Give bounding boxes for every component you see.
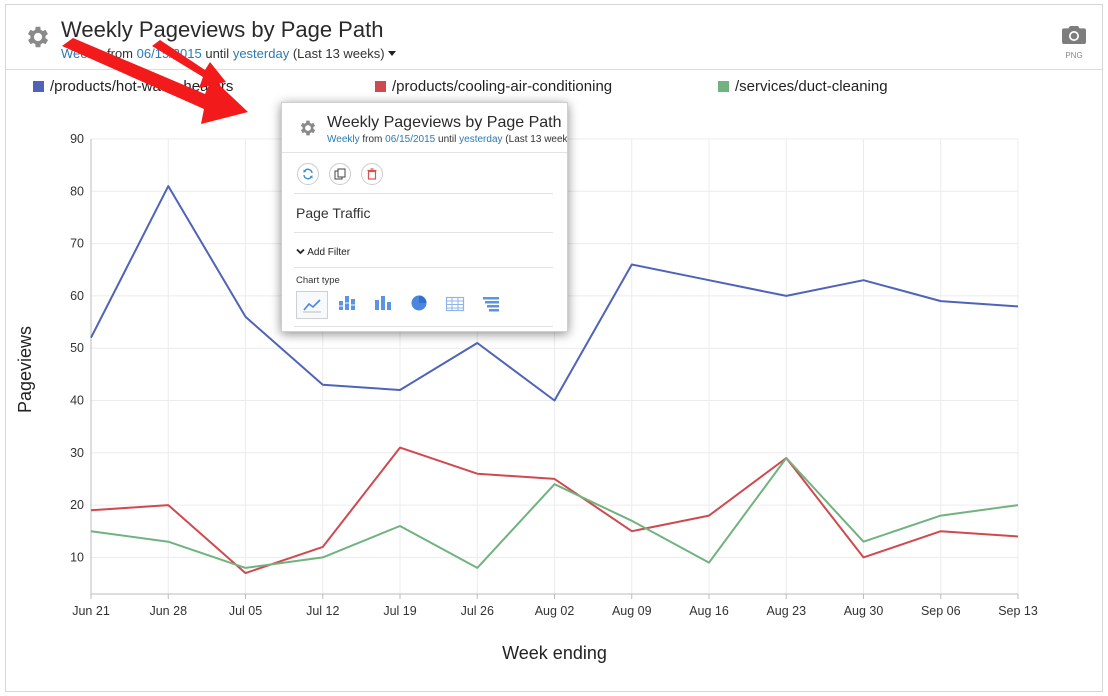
range-note: (Last 13 weeks) — [292, 46, 385, 61]
popover-period-link[interactable]: Weekly — [327, 134, 360, 145]
y-tick-label: 50 — [70, 341, 84, 355]
horizontal-bar-icon — [483, 297, 499, 312]
trash-icon — [367, 168, 377, 180]
add-filter-label: Add Filter — [307, 247, 351, 258]
series-line-1 — [90, 185, 1019, 402]
popover-from-date-link[interactable]: 06/15/2015 — [385, 134, 436, 145]
popover-title: Weekly Pageviews by Page Path — [327, 114, 562, 131]
x-tick-label: Jul 26 — [461, 604, 494, 618]
widget-settings-popover: Weekly Pageviews by Page Path Weekly fro… — [281, 102, 568, 332]
section-label: Page Traffic — [296, 205, 371, 221]
y-tick-label: 20 — [70, 498, 84, 512]
y-tick-label: 10 — [70, 550, 84, 564]
x-tick-label: Sep 13 — [998, 604, 1038, 618]
x-tick-label: Aug 23 — [766, 604, 806, 618]
x-tick-label: Sep 06 — [921, 604, 961, 618]
divider — [294, 326, 553, 327]
x-tick-label: Aug 16 — [689, 604, 729, 618]
legend-swatch-3 — [718, 81, 729, 92]
refresh-icon — [303, 168, 313, 180]
divider — [282, 152, 567, 153]
popover-from-word: from — [362, 134, 383, 145]
chart-type-line[interactable] — [296, 291, 328, 319]
x-tick-label: Aug 30 — [844, 604, 884, 618]
export-label: PNG — [1065, 51, 1083, 60]
y-tick-label: 60 — [70, 289, 84, 303]
line-chart-icon — [303, 299, 321, 313]
popover-until-link[interactable]: yesterday — [459, 134, 503, 145]
x-tick-label: Jun 28 — [149, 604, 187, 618]
pie-chart-icon — [411, 295, 427, 311]
x-tick-label: Jul 19 — [383, 604, 416, 618]
x-tick-label: Jul 05 — [229, 604, 262, 618]
y-tick-label: 90 — [70, 132, 84, 146]
x-axis-title: Week ending — [502, 643, 607, 663]
legend-label-3: /services/duct-cleaning — [735, 78, 888, 95]
camera-icon — [1062, 26, 1086, 44]
chart-type-stacked-bar[interactable] — [332, 291, 362, 317]
divider — [294, 267, 553, 268]
legend-swatch-1 — [33, 81, 44, 92]
series-line-2 — [90, 446, 1019, 575]
chevron-down-icon[interactable] — [387, 51, 396, 56]
chart-type-label: Chart type — [296, 275, 340, 286]
gear-icon[interactable] — [298, 118, 318, 138]
delete-button[interactable] — [361, 163, 383, 185]
x-tick-label: Aug 09 — [612, 604, 652, 618]
y-tick-label: 70 — [70, 237, 84, 251]
gear-icon[interactable] — [24, 23, 52, 51]
popover-date-range[interactable]: Weekly from 06/15/2015 until yesterday (… — [327, 134, 568, 145]
chevron-down-icon — [296, 248, 305, 255]
chart-type-horizontal-bar[interactable] — [476, 291, 506, 317]
export-png-button[interactable]: PNG — [1060, 25, 1088, 60]
x-tick-label: Jun 21 — [72, 604, 110, 618]
table-icon — [445, 296, 465, 312]
widget-title: Weekly Pageviews by Page Path — [61, 17, 384, 42]
chart-type-bar[interactable] — [368, 291, 398, 317]
x-tick-label: Jul 12 — [306, 604, 339, 618]
x-tick-label: Aug 02 — [535, 604, 575, 618]
y-tick-label: 80 — [70, 184, 84, 198]
legend-label-2: /products/cooling-air-conditioning — [392, 78, 613, 95]
y-axis-title: Pageviews — [15, 326, 35, 413]
popover-range-note: (Last 13 weeks — [505, 134, 568, 145]
popover-until-word: until — [438, 134, 457, 145]
y-tick-label: 40 — [70, 393, 84, 407]
duplicate-icon — [334, 168, 346, 180]
bar-chart-icon — [375, 296, 391, 310]
stacked-bar-icon — [339, 296, 355, 310]
y-tick-label: 30 — [70, 446, 84, 460]
refresh-button[interactable] — [297, 163, 319, 185]
chart-type-table[interactable] — [440, 291, 470, 317]
legend-item-2[interactable]: /products/cooling-air-conditioning — [375, 78, 612, 95]
divider — [294, 232, 553, 233]
legend-swatch-2 — [375, 81, 386, 92]
divider — [294, 193, 553, 194]
add-filter-button[interactable]: Add Filter — [296, 247, 350, 258]
series-line-3 — [90, 457, 1019, 569]
legend-item-3[interactable]: /services/duct-cleaning — [718, 78, 888, 95]
duplicate-button[interactable] — [329, 163, 351, 185]
chart-type-pie[interactable] — [404, 291, 434, 317]
